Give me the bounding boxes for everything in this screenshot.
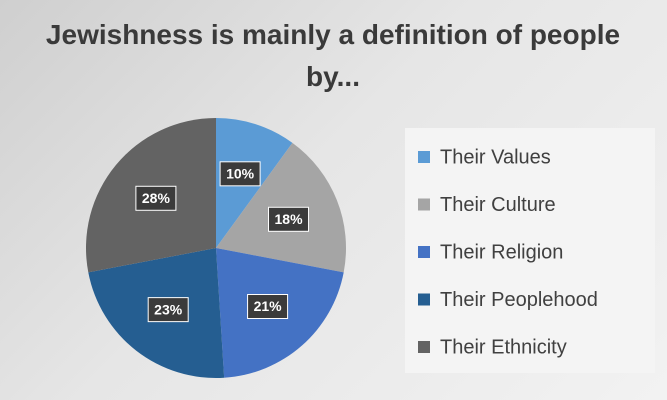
legend-box [405,128,655,373]
legend-label: Their Ethnicity [440,336,567,358]
data-label: 18% [275,211,304,227]
data-label-box [147,297,189,323]
legend-swatch [418,198,430,211]
data-label-box [268,206,310,232]
data-label: 28% [142,190,171,206]
data-label: 21% [254,298,283,314]
legend-label: Their Values [440,146,551,168]
data-label-box [135,185,177,211]
data-label: 10% [226,166,255,182]
data-label-box [219,161,261,187]
data-label-box [247,294,289,320]
chart-title: Jewishness is mainly a definition of peo… [45,19,621,92]
data-label: 23% [154,301,183,317]
legend-label: Their Peoplehood [440,289,598,311]
legend-swatch [418,151,430,163]
legend-swatch [418,341,430,353]
legend-swatch [418,246,430,258]
legend-label: Their Religion [440,241,563,263]
legend-label: Their Culture [440,194,556,216]
legend-swatch [418,293,430,306]
